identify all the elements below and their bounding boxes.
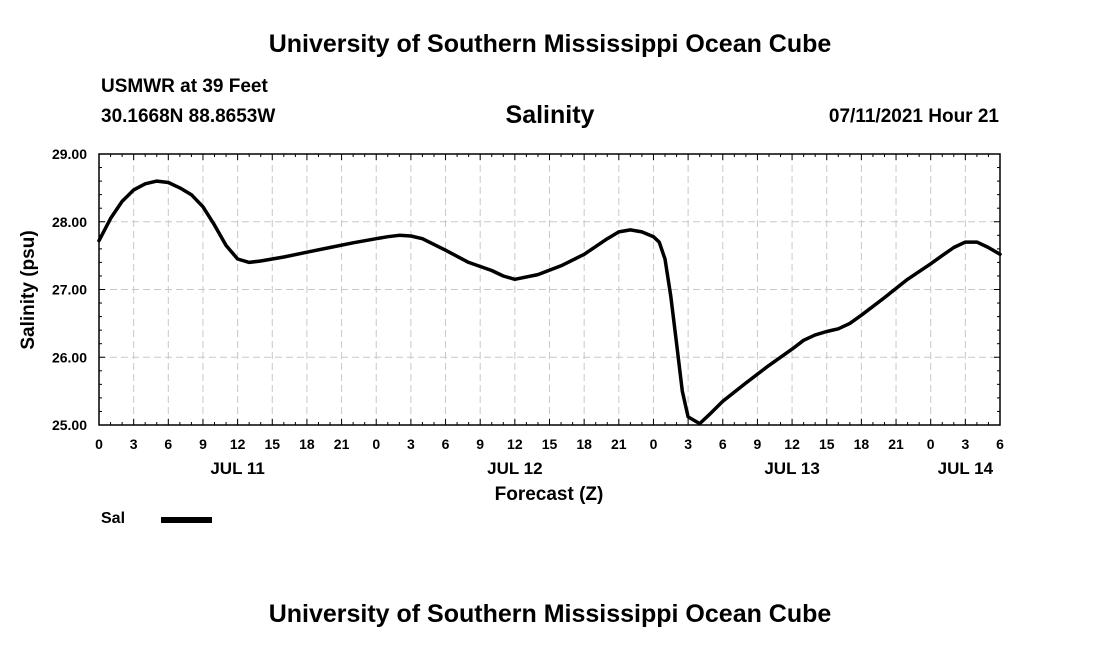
x-tick-label: 0 <box>372 436 380 452</box>
series-layer <box>97 179 1002 426</box>
x-tick-label: 0 <box>927 436 935 452</box>
x-tick-label: 12 <box>507 436 523 452</box>
date-label: JUL 14 <box>938 459 994 478</box>
grid-lines <box>99 154 1000 425</box>
x-tick-label: 18 <box>576 436 592 452</box>
x-tick-label: 12 <box>230 436 246 452</box>
station-coordinates: 30.1668N 88.8653W <box>101 106 276 127</box>
y-axis-label: Salinity (psu) <box>18 230 39 349</box>
x-tick-label: 0 <box>95 436 103 452</box>
footer-title: University of Southern Mississippi Ocean… <box>268 600 832 628</box>
x-tick-label: 3 <box>961 436 969 452</box>
date-label: JUL 12 <box>487 459 542 478</box>
x-tick-label: 3 <box>407 436 415 452</box>
x-tick-label: 6 <box>164 436 172 452</box>
x-tick-label: 3 <box>130 436 138 452</box>
y-tick-label: 28.00 <box>52 214 87 230</box>
date-label: JUL 11 <box>210 459 265 478</box>
x-tick-label: 3 <box>684 436 692 452</box>
forecast-datetime: 07/11/2021 Hour 21 <box>828 106 999 127</box>
x-tick-label: 0 <box>650 436 658 452</box>
x-tick-label: 9 <box>754 436 762 452</box>
x-tick-label: 15 <box>819 436 835 452</box>
x-tick-label: 21 <box>611 436 627 452</box>
y-tick-label: 26.00 <box>52 349 87 365</box>
x-tick-label: 9 <box>199 436 207 452</box>
x-tick-label: 6 <box>719 436 727 452</box>
series-line-sal <box>97 179 1002 426</box>
chart-title: Salinity <box>505 101 595 129</box>
station-name: USMWR at 39 Feet <box>101 76 268 97</box>
x-tick-label: 15 <box>542 436 558 452</box>
x-tick-label: 18 <box>299 436 315 452</box>
x-tick-label: 9 <box>476 436 484 452</box>
legend-label: Sal <box>101 510 126 527</box>
y-tick-label: 29.00 <box>52 146 87 162</box>
page-title: University of Southern Mississippi Ocean… <box>268 30 832 58</box>
x-tick-label: 21 <box>888 436 904 452</box>
y-tick-label: 25.00 <box>52 417 87 433</box>
x-tick-label: 6 <box>996 436 1004 452</box>
y-tick-label: 27.00 <box>52 282 87 298</box>
axis-ticks: 0 3 6 9 12 15 18 21 0 3 6 9 12 15 18 21 0 3 6 9 12 15 18 21 0 3 6J… <box>52 146 1004 478</box>
x-axis-label: Forecast (Z) <box>495 484 604 505</box>
legend-swatch <box>161 517 212 523</box>
x-tick-label: 18 <box>854 436 870 452</box>
x-tick-label: 12 <box>784 436 800 452</box>
x-tick-label: 6 <box>442 436 450 452</box>
x-tick-label: 15 <box>264 436 280 452</box>
date-label: JUL 13 <box>764 459 819 478</box>
x-tick-label: 21 <box>334 436 350 452</box>
